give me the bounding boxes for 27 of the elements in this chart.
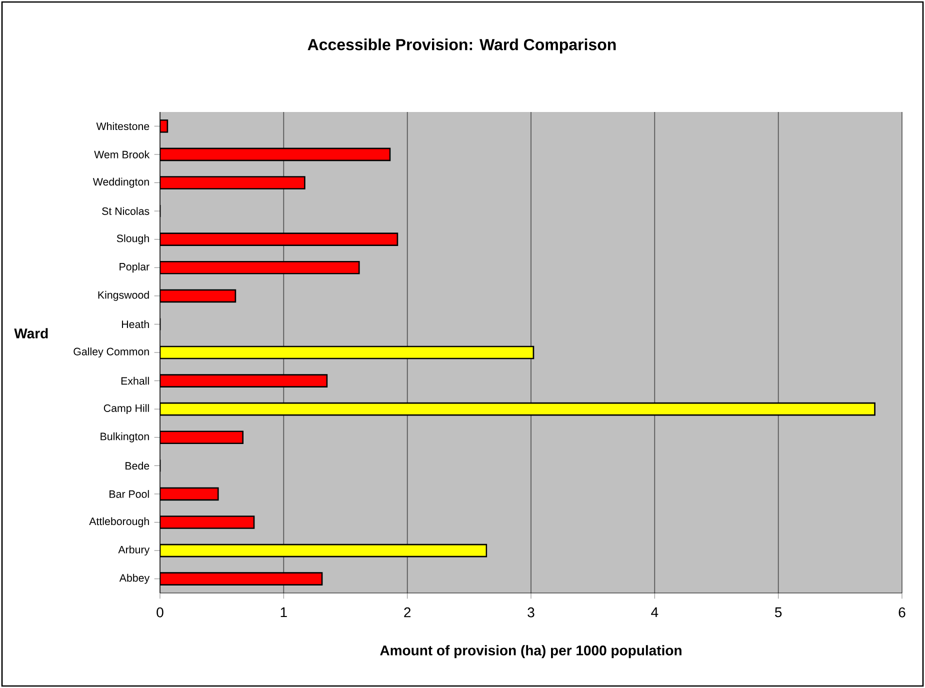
y-tick-label: Poplar <box>120 262 150 273</box>
y-tick-label: Exhall <box>121 376 149 385</box>
chart-title: Accessible Provision: Ward Comparison <box>308 38 616 54</box>
x-tick-label: 5 <box>775 607 782 618</box>
x-axis-title: Amount of provision (ha) per 1000 population <box>380 645 682 658</box>
y-tick-label: Wem Brook <box>94 150 150 158</box>
y-tick-label: Galley Common <box>74 348 149 358</box>
x-tick-label: 1 <box>280 607 287 618</box>
x-tick-label: 0 <box>156 607 164 618</box>
y-tick-label: Kingswood <box>98 290 149 301</box>
y-tick-label: Bede <box>126 462 150 470</box>
x-tick-label: 3 <box>528 607 534 618</box>
y-tick-label: Bulkington <box>100 432 149 442</box>
y-tick-label: St Nicolas <box>102 207 150 215</box>
y-tick-label: Heath <box>122 320 149 328</box>
y-tick-label: Bar Pool <box>110 490 149 498</box>
y-tick-label: Slough <box>116 234 149 244</box>
y-tick-label: Abbey <box>119 574 150 584</box>
y-tick-label: Camp Hill <box>104 404 149 414</box>
y-tick-label: Weddington <box>92 178 149 188</box>
y-tick-label: Arbury <box>118 546 150 556</box>
x-tick-label: 4 <box>651 607 658 618</box>
x-tick-label: 2 <box>404 607 411 618</box>
y-tick-label: Whitestone <box>96 122 150 130</box>
x-tick-label: 6 <box>898 607 906 618</box>
y-axis-title: Ward <box>14 328 48 338</box>
y-tick-label: Attleborough <box>89 517 149 528</box>
